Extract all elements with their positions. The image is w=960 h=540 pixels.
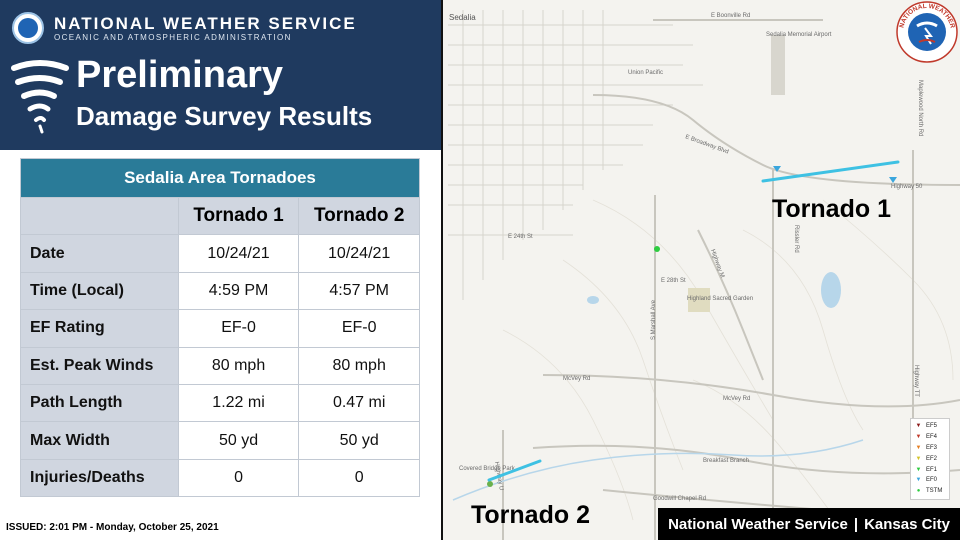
legend-item-ef0: ▼ EF0 (915, 477, 938, 484)
svg-text:E 28th St: E 28th St (661, 278, 686, 284)
svg-text:Highway M: Highway M (709, 249, 725, 279)
svg-text:Goodwill Chapel Rd: Goodwill Chapel Rd (653, 496, 706, 502)
footer-agency: National Weather Service (668, 515, 848, 533)
tornado-1-path-length: 1.22 mi (177, 383, 300, 423)
row-label-date: Date (20, 234, 179, 273)
triangle-icon: ▼ (915, 466, 922, 473)
issued-timestamp: ISSUED: 2:01 PM - Monday, October 25, 20… (6, 522, 219, 533)
survey-map[interactable]: Sedalia E Boonville Rd E Broadway Blvd U… (443, 0, 960, 540)
tornado-1-map-label: Tornado 1 (772, 195, 891, 223)
table-row: EF Rating EF-0 EF-0 (20, 309, 420, 348)
tornado-2-track (487, 459, 542, 482)
panel-divider (441, 0, 443, 540)
noaa-logo-icon (12, 12, 44, 44)
svg-text:Highland Sacred Garden: Highland Sacred Garden (687, 296, 753, 302)
table-row: Injuries/Deaths 0 0 (20, 458, 420, 498)
tornado-1-date: 10/24/21 (177, 234, 300, 273)
svg-text:Union Pacific: Union Pacific (628, 70, 663, 76)
header-banner: NATIONAL WEATHER SERVICE OCEANIC AND ATM… (0, 0, 443, 150)
tornado-2-path-length: 0.47 mi (298, 383, 420, 423)
legend-item-ef2: ▼ EF2 (915, 455, 938, 462)
table-caption: Sedalia Area Tornadoes (20, 158, 420, 198)
tornado-2-injuries-deaths: 0 (298, 458, 420, 498)
triangle-icon: ▼ (915, 423, 922, 430)
svg-text:Maplewood North Rd: Maplewood North Rd (917, 80, 923, 136)
legend-item-ef5: ▼ EF5 (915, 423, 938, 430)
row-label-peak-winds: Est. Peak Winds (20, 346, 179, 385)
label-sedalia: Sedalia (449, 13, 476, 22)
map-canvas: Sedalia E Boonville Rd E Broadway Blvd U… (448, 10, 960, 540)
svg-text:McVey Rd: McVey Rd (563, 376, 590, 382)
tornado-2-max-width: 50 yd (298, 421, 420, 460)
row-label-max-width: Max Width (20, 421, 179, 460)
svg-text:Rissler Rd: Rissler Rd (793, 225, 799, 253)
column-header-tornado-2: Tornado 2 (298, 196, 420, 236)
tornado-2-ef-rating: EF-0 (298, 309, 420, 348)
svg-text:E 24th St: E 24th St (508, 234, 533, 240)
tornado-1-track (761, 160, 900, 183)
tornado-1-peak-winds: 80 mph (177, 346, 300, 385)
page-subtitle: Damage Survey Results (76, 101, 373, 131)
svg-text:S Marshall Ave: S Marshall Ave (651, 299, 657, 340)
footer-banner: National Weather Service | Kansas City (658, 508, 960, 540)
tornado-2-map-label: Tornado 2 (471, 501, 590, 529)
legend-item-ef4: ▼ EF4 (915, 434, 938, 441)
tornado-2-time: 4:57 PM (298, 271, 420, 311)
tornado-1-ef0-marker (773, 166, 781, 172)
table-row: Max Width 50 yd 50 yd (20, 421, 420, 460)
svg-text:Covered Bridge Park: Covered Bridge Park (459, 466, 516, 472)
table-row: Est. Peak Winds 80 mph 80 mph (20, 346, 420, 385)
page-title: Preliminary (76, 54, 283, 96)
row-label-ef-rating: EF Rating (20, 309, 179, 348)
row-label-time: Time (Local) (20, 271, 179, 311)
nws-seal-icon: NATIONAL WEATHER SERVICE (895, 0, 958, 63)
dot-icon: ● (916, 488, 921, 495)
tornado-1-time: 4:59 PM (177, 271, 300, 311)
tornado-summary-table: Sedalia Area Tornadoes Tornado 1 Tornado… (20, 158, 420, 498)
table-row: Date 10/24/21 10/24/21 (20, 234, 420, 273)
row-label-path-length: Path Length (20, 383, 179, 423)
footer-office: Kansas City (864, 515, 950, 533)
svg-text:Highway TT: Highway TT (913, 365, 919, 397)
triangle-icon: ▼ (915, 477, 922, 484)
table-row: Path Length 1.22 mi 0.47 mi (20, 383, 420, 423)
tornado-1-max-width: 50 yd (177, 421, 300, 460)
column-header-tornado-1: Tornado 1 (177, 196, 300, 236)
triangle-icon: ▼ (915, 444, 922, 451)
svg-text:E Boonville Rd: E Boonville Rd (711, 13, 750, 19)
tstm-report-marker (654, 246, 660, 252)
footer-separator: | (853, 515, 859, 533)
agency-subtitle: OCEANIC AND ATMOSPHERIC ADMINISTRATION (54, 33, 292, 42)
tornado-icon (11, 60, 69, 134)
svg-text:Highway 50: Highway 50 (891, 184, 923, 190)
tornado-1-ef-rating: EF-0 (177, 309, 300, 348)
svg-text:Sedalia Memorial Airport: Sedalia Memorial Airport (766, 32, 832, 38)
legend-item-ef3: ▼ EF3 (915, 444, 938, 451)
tornado-1-ef0-marker (889, 177, 897, 183)
row-label-injuries-deaths: Injuries/Deaths (20, 458, 179, 498)
triangle-icon: ▼ (915, 434, 922, 441)
legend-item-tstm: ● TSTM (914, 486, 946, 497)
ef-legend: ▼ EF5 ▼ EF4 ▼ EF3 ▼ EF2 ▼ EF1 ▼ EF0 ● TSTM (910, 418, 950, 500)
tornado-2-date: 10/24/21 (298, 234, 420, 273)
triangle-icon: ▼ (915, 455, 922, 462)
svg-text:E Broadway Blvd: E Broadway Blvd (684, 134, 729, 155)
tornado-1-injuries-deaths: 0 (177, 458, 300, 498)
svg-text:McVey Rd: McVey Rd (723, 396, 750, 402)
agency-name: NATIONAL WEATHER SERVICE (54, 14, 357, 33)
tornado-2-peak-winds: 80 mph (298, 346, 420, 385)
svg-text:Breakfast Branch: Breakfast Branch (703, 458, 749, 464)
table-corner (20, 196, 179, 236)
legend-item-ef1: ▼ EF1 (915, 466, 938, 473)
table-row: Time (Local) 4:59 PM 4:57 PM (20, 271, 420, 311)
